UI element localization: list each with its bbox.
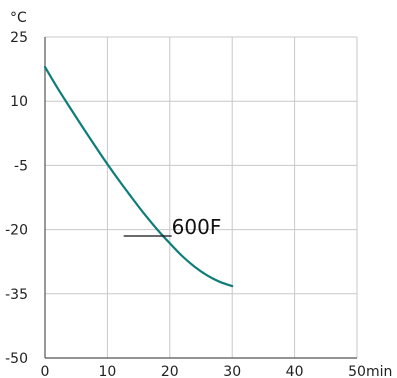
x-axis-unit: min: [366, 364, 392, 378]
y-tick-label: -20: [5, 223, 28, 239]
y-tick-label: -35: [5, 287, 28, 303]
x-tick-label: 10: [98, 364, 116, 378]
axes: [44, 37, 357, 359]
grid: [45, 36, 358, 358]
series-line-600f: [43, 65, 234, 288]
y-tick-label: 25: [10, 30, 28, 46]
x-tick-labels: 0 10 20 30 40 50: [41, 364, 366, 378]
y-tick-label: -5: [14, 158, 28, 174]
x-tick-label: 20: [161, 364, 179, 378]
series-label-600f: 600F: [172, 215, 222, 239]
y-tick-label: 10: [10, 94, 28, 110]
series-group: [43, 65, 234, 288]
y-tick-labels: 25 10 -5 -20 -35 -50: [5, 30, 28, 367]
y-tick-label: -50: [5, 351, 28, 367]
x-tick-label: 0: [41, 364, 50, 378]
y-axis-unit: °C: [10, 10, 27, 26]
x-tick-label: 30: [223, 364, 241, 378]
x-tick-label: 50: [348, 364, 366, 378]
x-tick-label: 40: [286, 364, 304, 378]
